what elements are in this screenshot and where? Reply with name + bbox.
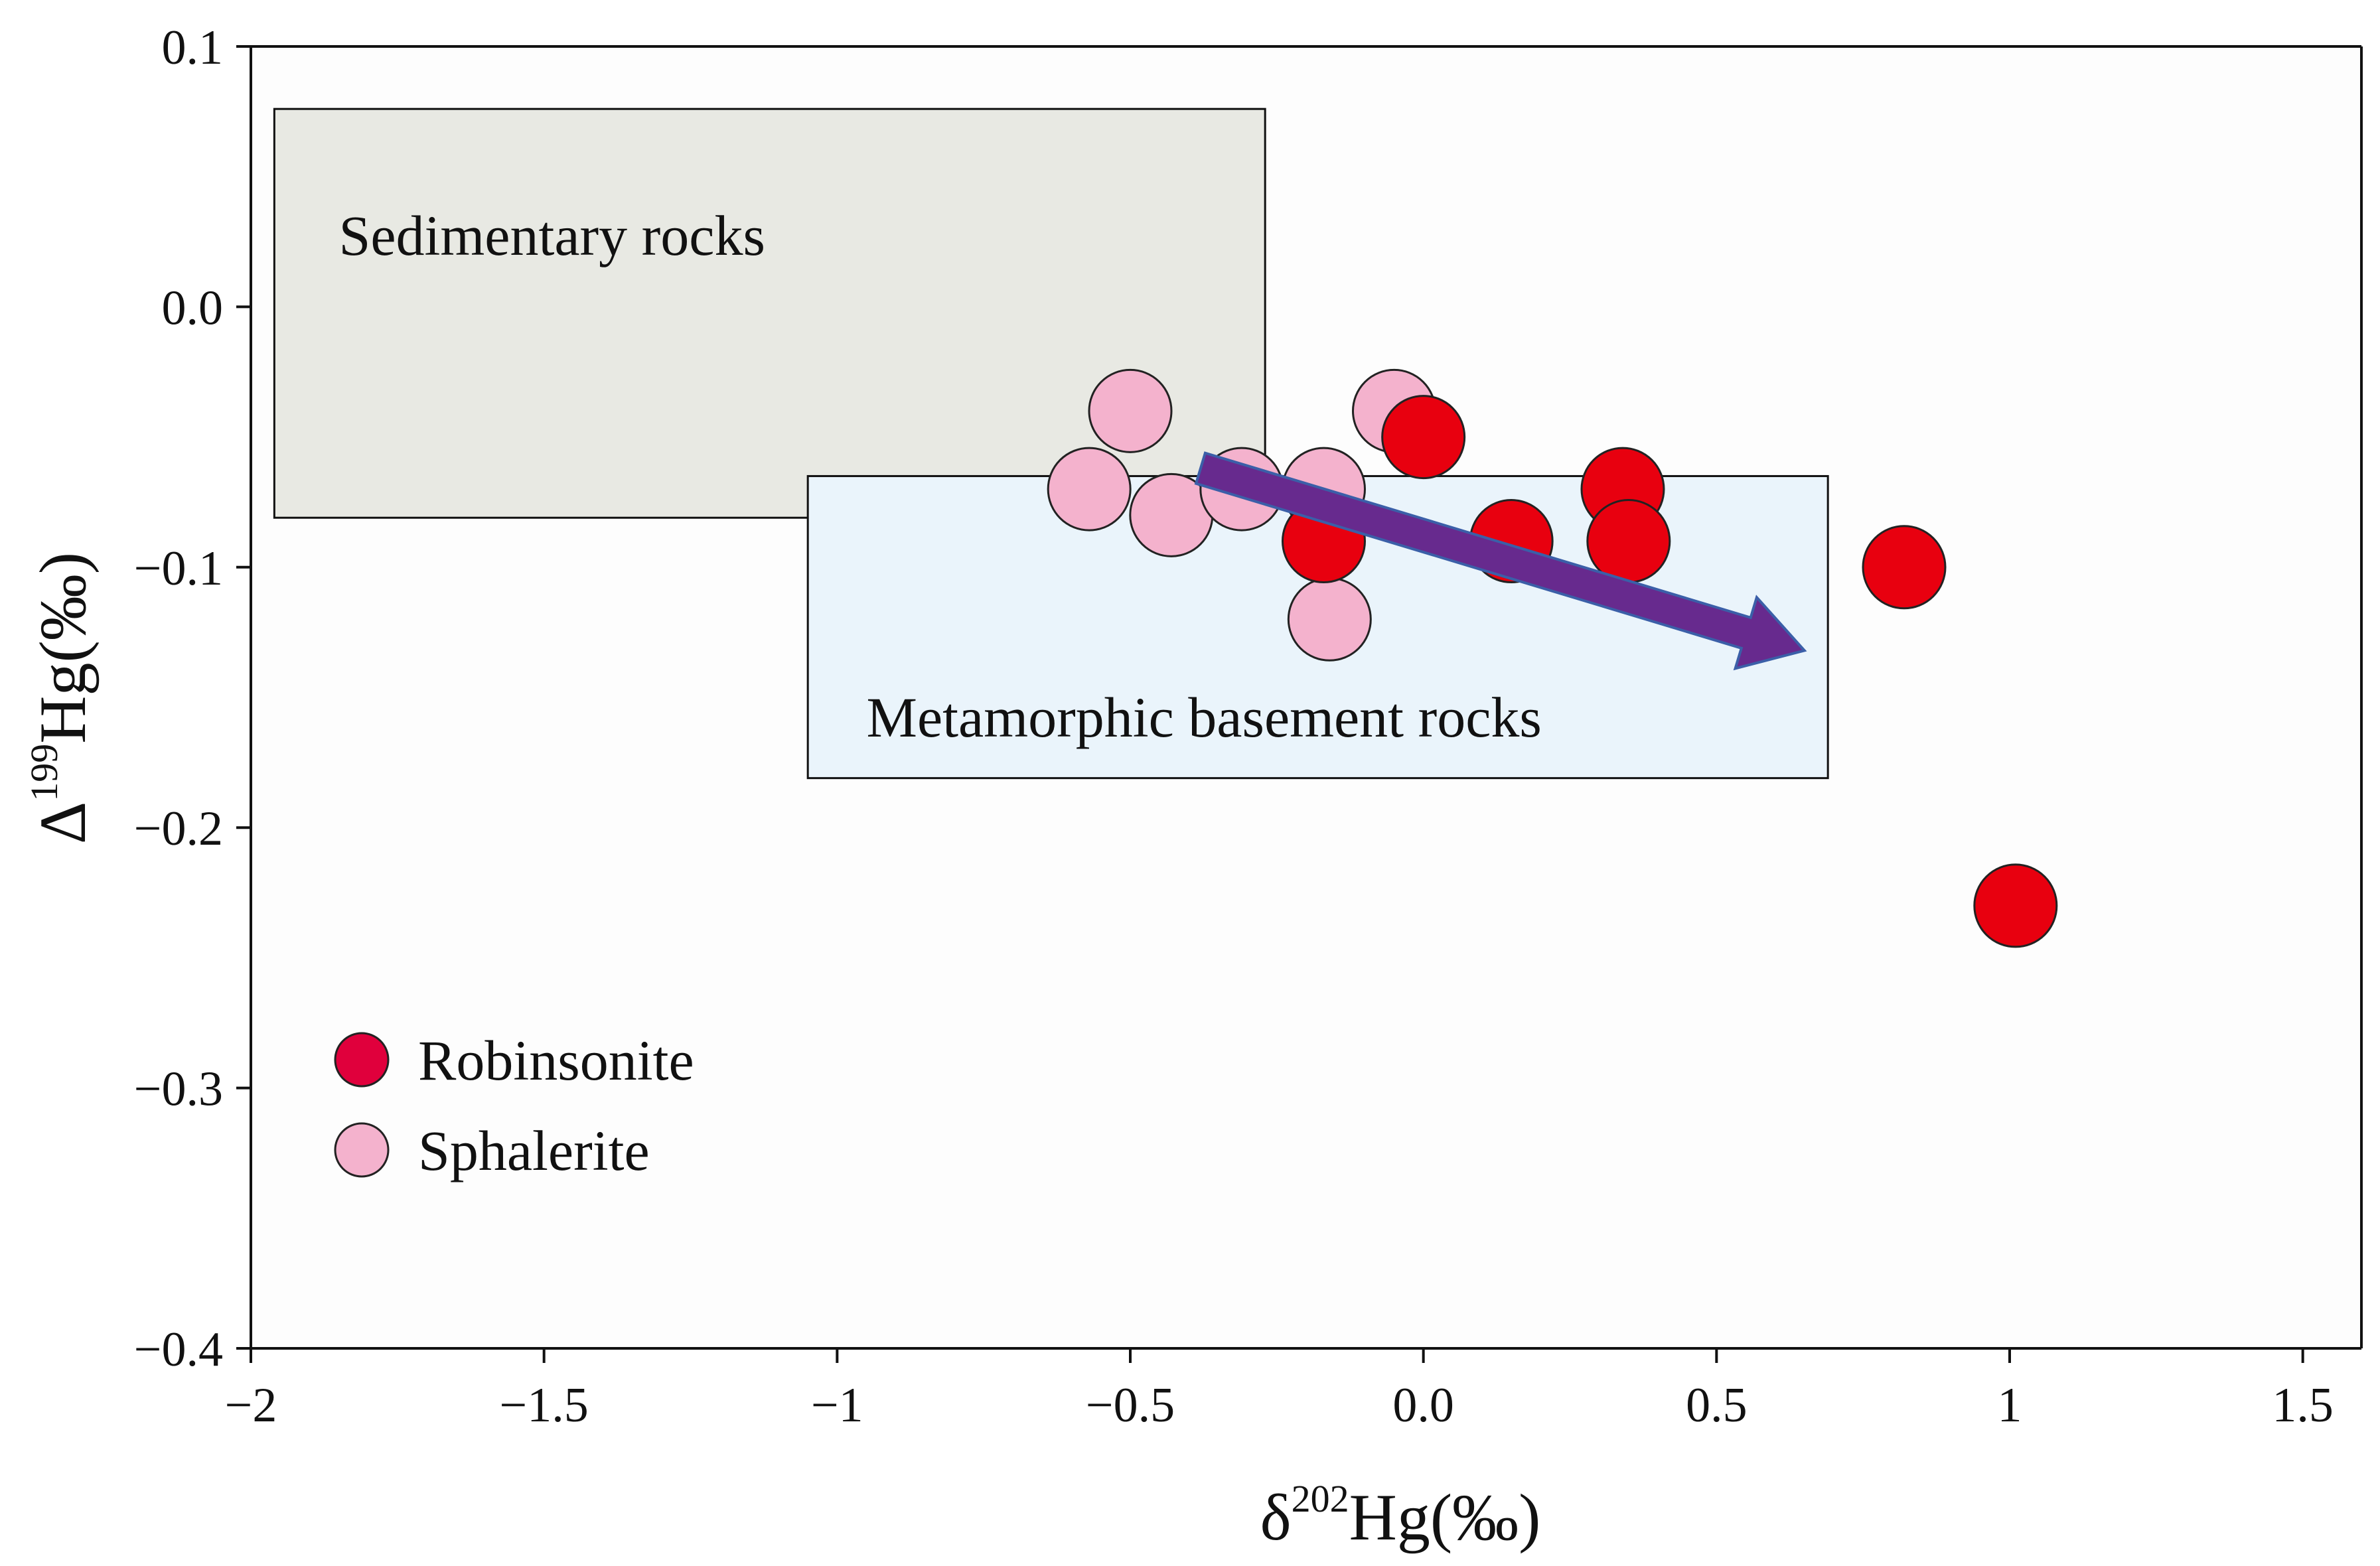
y-tick-label-3: −0.1 — [134, 541, 223, 596]
x-tick-label-7: 1 — [1998, 1378, 2022, 1433]
legend-marker-robinsonite — [334, 1032, 390, 1088]
point-robinsonite-1 — [1381, 395, 1466, 480]
trend-arrow-layer — [1194, 451, 1807, 671]
x-tick-label-1: −2 — [225, 1378, 277, 1433]
x-tick-label-2: −1.5 — [500, 1378, 589, 1433]
point-sphalerite-1 — [1088, 368, 1173, 453]
y-tick-label-2: 0.0 — [162, 281, 224, 335]
x-tick-label-8: 1.5 — [2272, 1378, 2334, 1433]
point-robinsonite-5 — [1586, 499, 1671, 584]
legend: Robinsonite Sphalerite — [334, 1029, 694, 1182]
y-tick-label-1: 0.1 — [162, 21, 224, 75]
point-robinsonite-7 — [1973, 863, 2058, 948]
y-axis-title-prefix: Δ — [26, 802, 100, 844]
x-axis-title-suffix: Hg(‰) — [1349, 1480, 1541, 1554]
y-tick-label-5: −0.3 — [134, 1062, 223, 1117]
y-tick-label-4: −0.2 — [134, 802, 223, 856]
point-robinsonite-6 — [1862, 525, 1947, 610]
region-label-sedimentary-rocks: Sedimentary rocks — [339, 204, 765, 267]
x-tick-label-4: −0.5 — [1086, 1378, 1175, 1433]
legend-marker-sphalerite — [334, 1122, 390, 1178]
y-axis-title: Δ199Hg(‰) — [23, 552, 100, 844]
x-tick-label-6: 0.5 — [1686, 1378, 1748, 1433]
y-axis-title-superscript: 199 — [23, 744, 66, 802]
point-sphalerite-6 — [1287, 577, 1372, 662]
region-label-metamorphic-basement-rocks: Metamorphic basement rocks — [867, 685, 1542, 749]
x-axis-title-prefix: δ — [1260, 1480, 1292, 1554]
y-axis-title-suffix: Hg(‰) — [26, 552, 100, 744]
ticks-layer: −2 −1.5 −1 −0.5 0.0 0.5 1 1.5 0.1 0.0 −0.1 −0.2 −0.3… — [134, 21, 2334, 1433]
legend-label-robinsonite: Robinsonite — [418, 1029, 694, 1092]
x-axis-title: δ202Hg(‰) — [1260, 1477, 1541, 1554]
region-sedimentary-rocks — [273, 107, 1266, 519]
x-axis-title-superscript: 202 — [1292, 1477, 1349, 1520]
x-tick-label-5: 0.0 — [1392, 1378, 1454, 1433]
legend-label-sphalerite: Sphalerite — [418, 1119, 650, 1182]
x-tick-label-3: −1 — [811, 1378, 863, 1433]
point-sphalerite-2 — [1047, 447, 1132, 532]
trend-arrow — [1194, 451, 1807, 671]
y-tick-label-6: −0.4 — [134, 1322, 223, 1377]
